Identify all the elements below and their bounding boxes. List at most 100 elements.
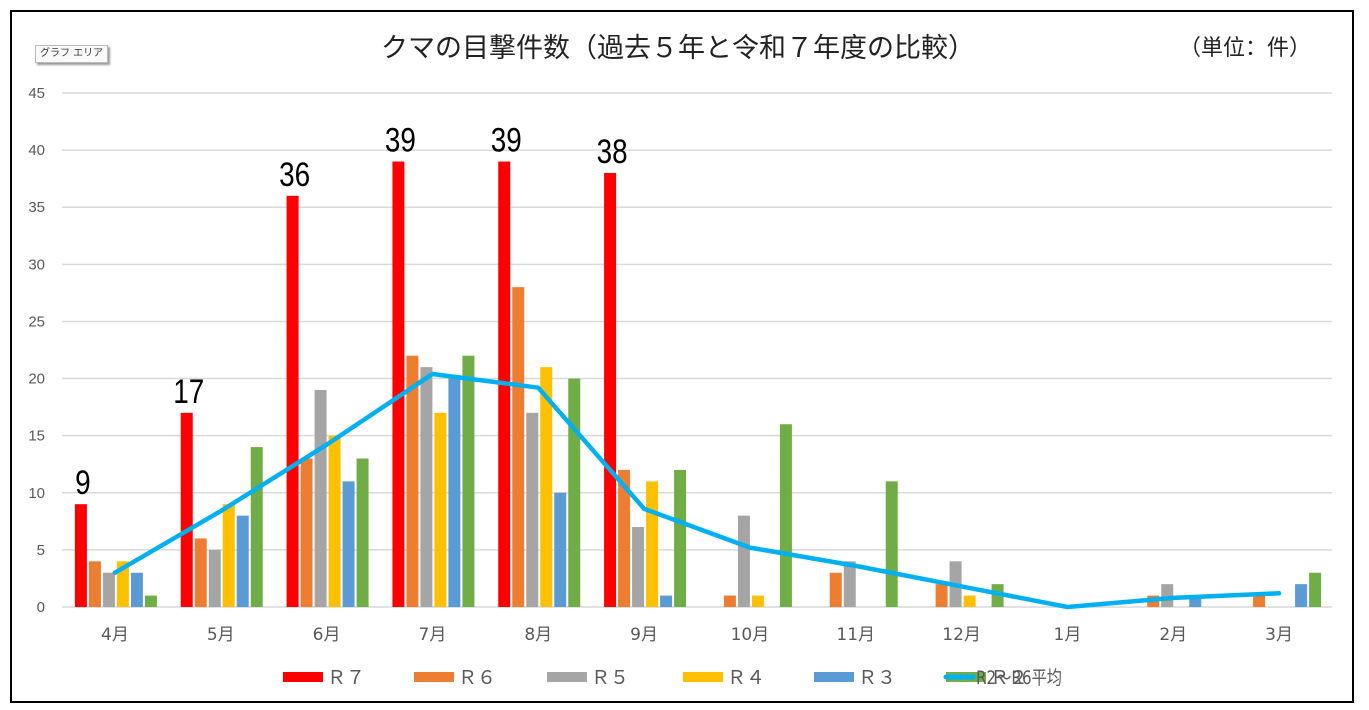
y-tick-label: 30 xyxy=(28,256,45,273)
average-line-path xyxy=(112,371,1282,610)
data-label: 39 xyxy=(491,121,522,159)
legend-item[interactable]: Ｒ３ xyxy=(814,667,896,689)
legend-swatch xyxy=(283,672,323,682)
bar-Ｒ２-4月 xyxy=(144,595,157,607)
legend-swatch xyxy=(414,672,454,682)
x-tick-label: 5月 xyxy=(207,625,235,645)
bar-Ｒ４-7月 xyxy=(434,412,447,607)
bar-Ｒ５-11月 xyxy=(843,561,856,607)
average-line xyxy=(112,371,1282,610)
y-tick-label: 10 xyxy=(28,485,45,502)
bar-Ｒ２-9月 xyxy=(674,469,687,607)
bar-Ｒ３-7月 xyxy=(448,378,461,607)
bar-Ｒ６-7月 xyxy=(406,355,419,607)
bar-Ｒ４-4月 xyxy=(116,561,129,607)
legend-item[interactable]: Ｒ６ xyxy=(414,667,496,689)
y-tick-label: 0 xyxy=(37,599,45,616)
bar-Ｒ６-11月 xyxy=(829,572,842,607)
bar-Ｒ４-6月 xyxy=(328,435,341,607)
x-tick-label: 12月 xyxy=(942,625,981,645)
y-axis-ticks: 0 5 10 15 20 25 30 35 40 45 xyxy=(28,85,45,616)
data-label: 39 xyxy=(385,121,416,159)
legend-label: Ｒ５ xyxy=(591,667,629,689)
x-tick-label: 3月 xyxy=(1265,625,1293,645)
data-label: 9 xyxy=(75,464,91,502)
legend-label: R2～R6平均 xyxy=(976,667,1062,689)
bar-Ｒ２-10月 xyxy=(779,424,792,607)
bar-Ｒ４-5月 xyxy=(222,504,235,607)
bar-Ｒ３-9月 xyxy=(660,595,673,607)
bar-Ｒ６-3月 xyxy=(1253,595,1266,607)
bar-Ｒ５-4月 xyxy=(102,572,115,607)
bar-Ｒ２-3月 xyxy=(1309,572,1322,607)
bar-Ｒ５-6月 xyxy=(314,389,327,607)
bar-Ｒ４-12月 xyxy=(963,595,976,607)
bar-Ｒ２-6月 xyxy=(356,458,369,607)
gridlines xyxy=(62,92,1332,608)
data-label: 17 xyxy=(173,372,204,410)
bar-Ｒ４-8月 xyxy=(540,367,553,607)
legend-label: Ｒ４ xyxy=(727,667,765,689)
y-tick-label: 45 xyxy=(28,85,45,102)
y-tick-label: 15 xyxy=(28,428,45,445)
bar-Ｒ７-5月 xyxy=(180,412,193,607)
bar-Ｒ２-8月 xyxy=(568,378,581,607)
bar-Ｒ５-7月 xyxy=(420,367,433,607)
legend-item[interactable]: Ｒ５ xyxy=(547,667,629,689)
bar-Ｒ７-7月 xyxy=(392,161,405,608)
bar-Ｒ２-7月 xyxy=(462,355,475,607)
bar-Ｒ５-9月 xyxy=(632,527,645,607)
legend-label: Ｒ６ xyxy=(458,667,496,689)
bar-Ｒ５-8月 xyxy=(526,412,539,607)
x-tick-label: 2月 xyxy=(1159,625,1187,645)
legend-item[interactable]: Ｒ７ xyxy=(283,667,365,689)
bar-Ｒ３-4月 xyxy=(130,572,143,607)
x-tick-label: 8月 xyxy=(524,625,552,645)
bar-Ｒ６-10月 xyxy=(723,595,736,607)
bar-Ｒ５-5月 xyxy=(208,549,221,607)
bar-Ｒ６-6月 xyxy=(300,458,313,607)
bar-Ｒ４-10月 xyxy=(751,595,764,607)
x-tick-label: 11月 xyxy=(836,625,875,645)
y-tick-label: 20 xyxy=(28,371,45,388)
x-tick-label: 1月 xyxy=(1054,625,1082,645)
bar-Ｒ６-8月 xyxy=(512,287,525,607)
data-labels: 9 17 36 39 39 38 xyxy=(75,121,627,502)
bar-Ｒ３-5月 xyxy=(236,515,249,607)
legend-label: Ｒ２ xyxy=(990,667,1028,689)
legend-swatch xyxy=(547,672,587,682)
y-tick-label: 5 xyxy=(37,542,45,559)
y-tick-label: 40 xyxy=(28,142,45,159)
legend-label: Ｒ３ xyxy=(858,667,896,689)
bar-Ｒ７-4月 xyxy=(74,504,87,607)
x-tick-label: 10月 xyxy=(731,625,770,645)
bar-Ｒ２-11月 xyxy=(885,481,898,607)
bar-Ｒ２-5月 xyxy=(250,447,263,607)
y-tick-label: 25 xyxy=(28,313,45,330)
bars xyxy=(74,161,1322,608)
bar-Ｒ５-2月 xyxy=(1161,584,1174,607)
bar-Ｒ６-12月 xyxy=(935,584,948,607)
x-tick-label: 4月 xyxy=(101,625,129,645)
bar-Ｒ３-8月 xyxy=(554,492,567,607)
data-label: 38 xyxy=(597,132,628,170)
y-tick-label: 35 xyxy=(28,199,45,216)
legend-swatch xyxy=(814,672,854,682)
x-axis-ticks: 4月 5月 6月 7月 8月 9月 10月 11月 12月 1月 2月 3月 xyxy=(101,625,1293,645)
bar-Ｒ４-9月 xyxy=(646,481,659,607)
legend-item[interactable]: R2～R6平均 xyxy=(943,667,1062,690)
legend-item[interactable]: Ｒ４ xyxy=(683,667,765,689)
unit-label: （単位：件） xyxy=(1179,36,1311,61)
bar-Ｒ６-9月 xyxy=(618,469,631,607)
bar-Ｒ３-3月 xyxy=(1295,584,1308,607)
bar-Ｒ６-4月 xyxy=(88,561,101,607)
x-tick-label: 6月 xyxy=(313,625,341,645)
chart-title: クマの目撃件数（過去５年と令和７年度の比較） xyxy=(381,33,975,64)
bar-Ｒ５-10月 xyxy=(737,515,750,607)
bar-Ｒ３-6月 xyxy=(342,481,355,607)
chart-area-tooltip: グラフ エリア xyxy=(35,45,109,63)
data-label: 36 xyxy=(279,155,310,193)
legend-swatch xyxy=(683,672,723,682)
